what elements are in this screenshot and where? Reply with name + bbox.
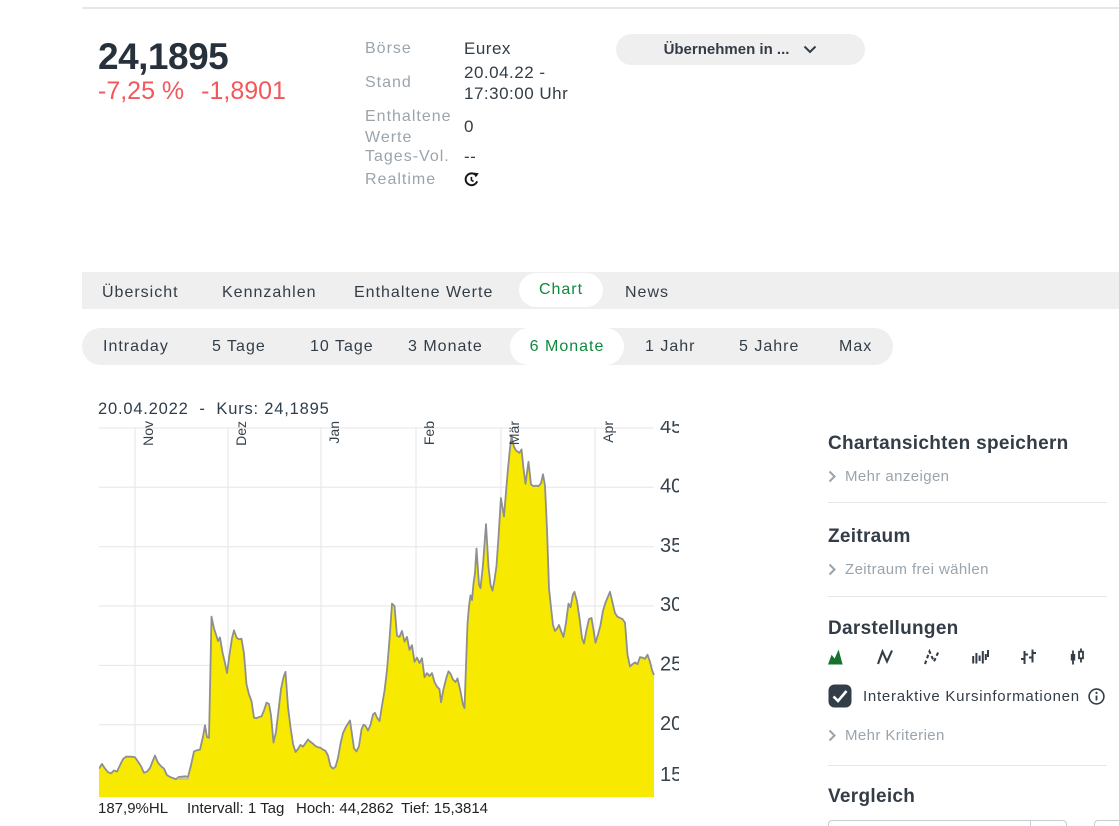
svg-text:45: 45 (660, 421, 679, 438)
svg-text:Apr: Apr (600, 421, 616, 443)
svg-text:Nov: Nov (140, 421, 156, 446)
svg-text:40: 40 (660, 476, 679, 498)
svg-text:Jan: Jan (326, 421, 342, 444)
svg-text:20: 20 (660, 713, 679, 735)
svg-text:Dez: Dez (233, 421, 249, 446)
svg-text:30: 30 (660, 594, 679, 616)
svg-text:25: 25 (660, 654, 679, 676)
svg-text:35: 35 (660, 535, 679, 557)
svg-text:Mär: Mär (506, 421, 522, 445)
svg-text:Feb: Feb (421, 421, 437, 445)
svg-text:15: 15 (660, 764, 679, 786)
